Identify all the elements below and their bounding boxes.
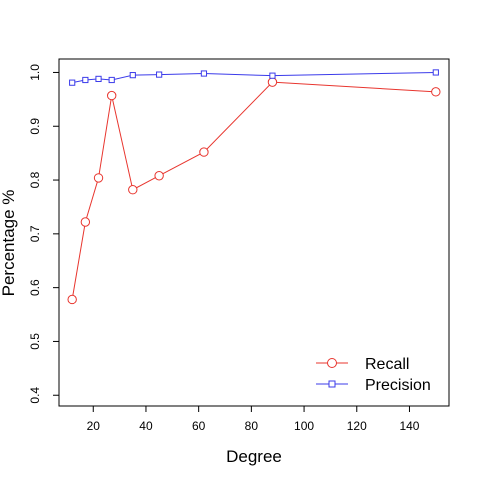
- x-tick-label: 80: [245, 419, 259, 433]
- precision-point: [108, 76, 115, 84]
- recall-point: [431, 87, 441, 97]
- precision-point: [156, 71, 163, 78]
- precision-point: [432, 69, 439, 76]
- recall-point: [67, 294, 77, 305]
- precision-point: [69, 79, 76, 86]
- y-tick-label: 0.7: [28, 225, 42, 242]
- y-axis: 0.4 0.5 0.6 0.7 0.8 0.9 1.0: [28, 64, 59, 404]
- y-tick-label: 0.8: [28, 171, 42, 188]
- precision-line: [72, 71, 436, 84]
- precision-point: [95, 75, 102, 83]
- plot-frame: [58, 58, 450, 407]
- legend: Recall Precision: [316, 356, 431, 394]
- x-tick-label: 100: [294, 419, 314, 433]
- recall-point: [107, 90, 117, 101]
- x-tick-label: 140: [399, 419, 419, 433]
- series-layer: [67, 69, 441, 305]
- recall-line: [71, 81, 436, 300]
- precision-point: [82, 76, 89, 84]
- y-axis-label: Percentage %: [0, 190, 18, 297]
- recall-point: [154, 171, 164, 181]
- x-tick-label: 40: [139, 419, 153, 433]
- x-tick-label: 20: [87, 419, 101, 433]
- recall-point: [128, 185, 138, 195]
- precision-point: [269, 72, 276, 79]
- legend-label: Recall: [365, 356, 409, 373]
- legend-item-recall: Recall: [316, 356, 409, 373]
- y-tick-label: 1.0: [28, 64, 42, 81]
- legend-item-precision: Precision: [316, 377, 431, 394]
- series-recall: [67, 77, 441, 305]
- legend-label: Precision: [365, 377, 431, 394]
- x-axis-label: Degree: [226, 447, 282, 466]
- y-tick-label: 0.4: [28, 387, 42, 404]
- legend-marker: [327, 358, 337, 368]
- precision-point: [129, 72, 136, 79]
- y-tick-label: 0.9: [28, 118, 42, 135]
- legend-marker: [328, 380, 336, 388]
- recall-point: [80, 217, 91, 227]
- y-tick-label: 0.6: [28, 279, 42, 296]
- y-tick-label: 0.5: [28, 333, 42, 350]
- recall-point: [199, 147, 209, 157]
- series-precision: [69, 69, 439, 86]
- x-tick-label: 60: [192, 419, 206, 433]
- x-tick-label: 120: [347, 419, 367, 433]
- recall-point: [267, 77, 278, 87]
- x-axis: 20 40 60 80 100 120 140: [87, 406, 420, 433]
- recall-point: [93, 173, 104, 183]
- precision-point: [200, 70, 208, 77]
